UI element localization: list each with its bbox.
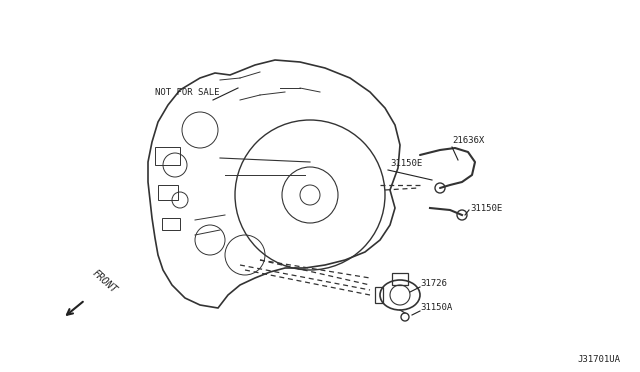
Bar	[155, 147, 180, 165]
Bar	[375, 287, 383, 303]
Text: J31701UA: J31701UA	[577, 356, 620, 365]
Text: FRONT: FRONT	[90, 268, 118, 295]
Text: 31150E: 31150E	[470, 203, 502, 212]
Text: NOT FOR SALE: NOT FOR SALE	[155, 88, 220, 97]
Text: 31150E: 31150E	[390, 158, 422, 167]
Bar	[162, 218, 180, 230]
Bar	[158, 185, 178, 200]
Text: 31150A: 31150A	[420, 304, 452, 312]
Bar	[392, 273, 408, 285]
Text: 31726: 31726	[420, 279, 447, 288]
Text: 21636X: 21636X	[452, 135, 484, 144]
